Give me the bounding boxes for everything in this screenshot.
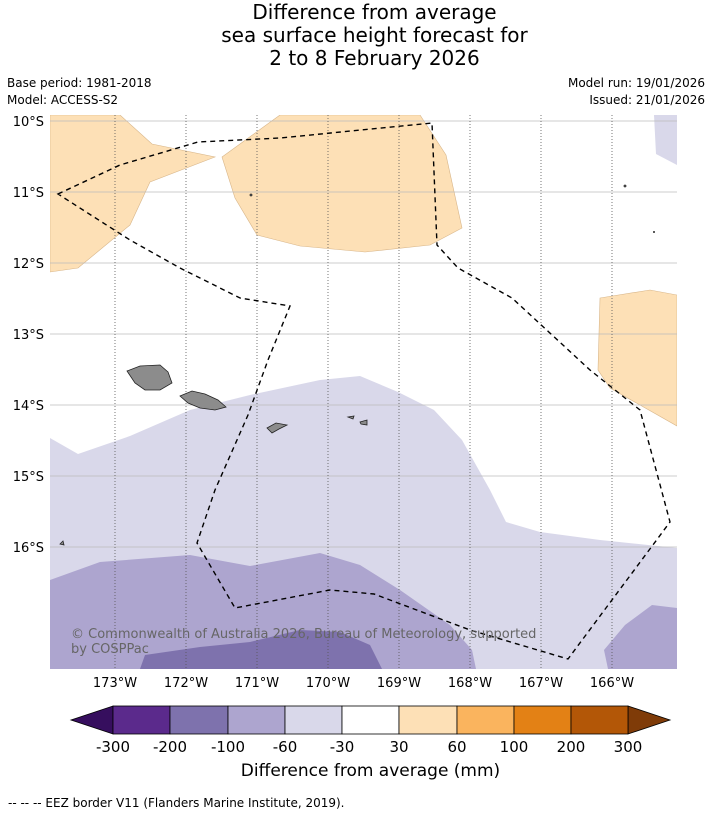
colorbar-under-arrow <box>69 705 114 735</box>
colorbar-tick-label: 300 <box>614 738 643 756</box>
colorbar-tick-label: -60 <box>273 738 298 756</box>
colorbar-swatch <box>513 705 572 735</box>
colorbar-swatch <box>169 705 229 735</box>
colorbar-title: Difference from average (mm) <box>240 761 501 781</box>
colorbar-swatch <box>570 705 629 735</box>
title-line-2: sea surface height forecast for <box>221 23 528 47</box>
colorbar-tick-label: 100 <box>500 738 529 756</box>
swains-island <box>249 193 253 197</box>
graticule <box>50 120 677 548</box>
title-line-3: 2 to 8 February 2026 <box>269 46 480 70</box>
rose-atoll <box>623 184 627 188</box>
lat-label: 10°S <box>13 115 44 130</box>
colorbar-tick-label: -30 <box>330 738 355 756</box>
copyright-line-2: by COSPPac <box>71 642 149 657</box>
lat-label: 15°S <box>13 470 44 485</box>
lat-label: 12°S <box>13 257 44 272</box>
colorbar-tick-label: 30 <box>389 738 408 756</box>
colorbar: -300 -200 -100 -60 -30 30 60 100 200 300 <box>69 705 672 756</box>
tutuila-island <box>266 422 289 434</box>
lon-label: 169°W <box>377 676 421 691</box>
title-line-1: Difference from average <box>252 0 497 24</box>
colorbar-tick-label: -300 <box>96 738 130 756</box>
lon-label: 167°W <box>519 676 563 691</box>
lon-label: 172°W <box>164 676 208 691</box>
anomaly-region-neg30-neg60-ne <box>654 115 677 165</box>
colorbar-swatch <box>284 705 343 735</box>
base-period: Base period: 1981-2018 <box>7 76 152 90</box>
map-plot-area: © Commonwealth of Australia 2026, Bureau… <box>50 115 677 669</box>
niuatoputapu-island <box>59 540 65 546</box>
anomaly-region-neg100-neg200 <box>140 630 382 669</box>
lon-label: 168°W <box>448 676 492 691</box>
issued-date: Issued: 21/01/2026 <box>589 93 705 107</box>
manua-island-2 <box>359 419 368 426</box>
lon-label: 170°W <box>306 676 350 691</box>
lat-label: 14°S <box>13 399 44 414</box>
colorbar-tick-label: -100 <box>211 738 245 756</box>
colorbar-over-arrow <box>627 705 672 735</box>
upolu-island <box>179 390 227 411</box>
land-masses <box>59 184 656 546</box>
colorbar-swatch <box>227 705 286 735</box>
colorbar-tick-label: 60 <box>447 738 466 756</box>
colorbar-swatch <box>112 705 171 735</box>
eez-legend: -- -- -- EEZ border V11 (Flanders Marine… <box>8 796 345 810</box>
lat-label: 13°S <box>13 328 44 343</box>
lat-label: 11°S <box>13 186 44 201</box>
lon-label: 173°W <box>93 676 137 691</box>
anomaly-region-neg60-neg100 <box>50 553 476 669</box>
lat-labels: 10°S 11°S 12°S 13°S 14°S 15°S 16°S <box>13 115 44 556</box>
colorbar-swatch <box>456 705 515 735</box>
colorbar-swatch <box>398 705 458 735</box>
lon-labels: 173°W 172°W 171°W 170°W 169°W 168°W 167°… <box>93 676 634 691</box>
colorbar-tick-label: -200 <box>153 738 187 756</box>
copyright-line-1: © Commonwealth of Australia 2026, Bureau… <box>71 627 536 642</box>
model-run: Model run: 19/01/2026 <box>567 76 705 90</box>
colorbar-tick-label: 200 <box>557 738 586 756</box>
eez-border <box>56 122 671 660</box>
model-name: Model: ACCESS-S2 <box>7 93 119 107</box>
lat-label: 16°S <box>13 541 44 556</box>
small-islet <box>653 230 656 233</box>
anomaly-region-neg60-neg100-se <box>604 605 677 669</box>
lon-label: 171°W <box>235 676 279 691</box>
savaii-island <box>126 364 173 391</box>
manua-island-1 <box>346 415 355 420</box>
colorbar-swatch <box>341 705 400 735</box>
lon-label: 166°W <box>590 676 634 691</box>
anomaly-region-pos30-pos60-nw <box>50 115 217 273</box>
anomaly-region-pos30-pos60-n <box>221 115 463 253</box>
